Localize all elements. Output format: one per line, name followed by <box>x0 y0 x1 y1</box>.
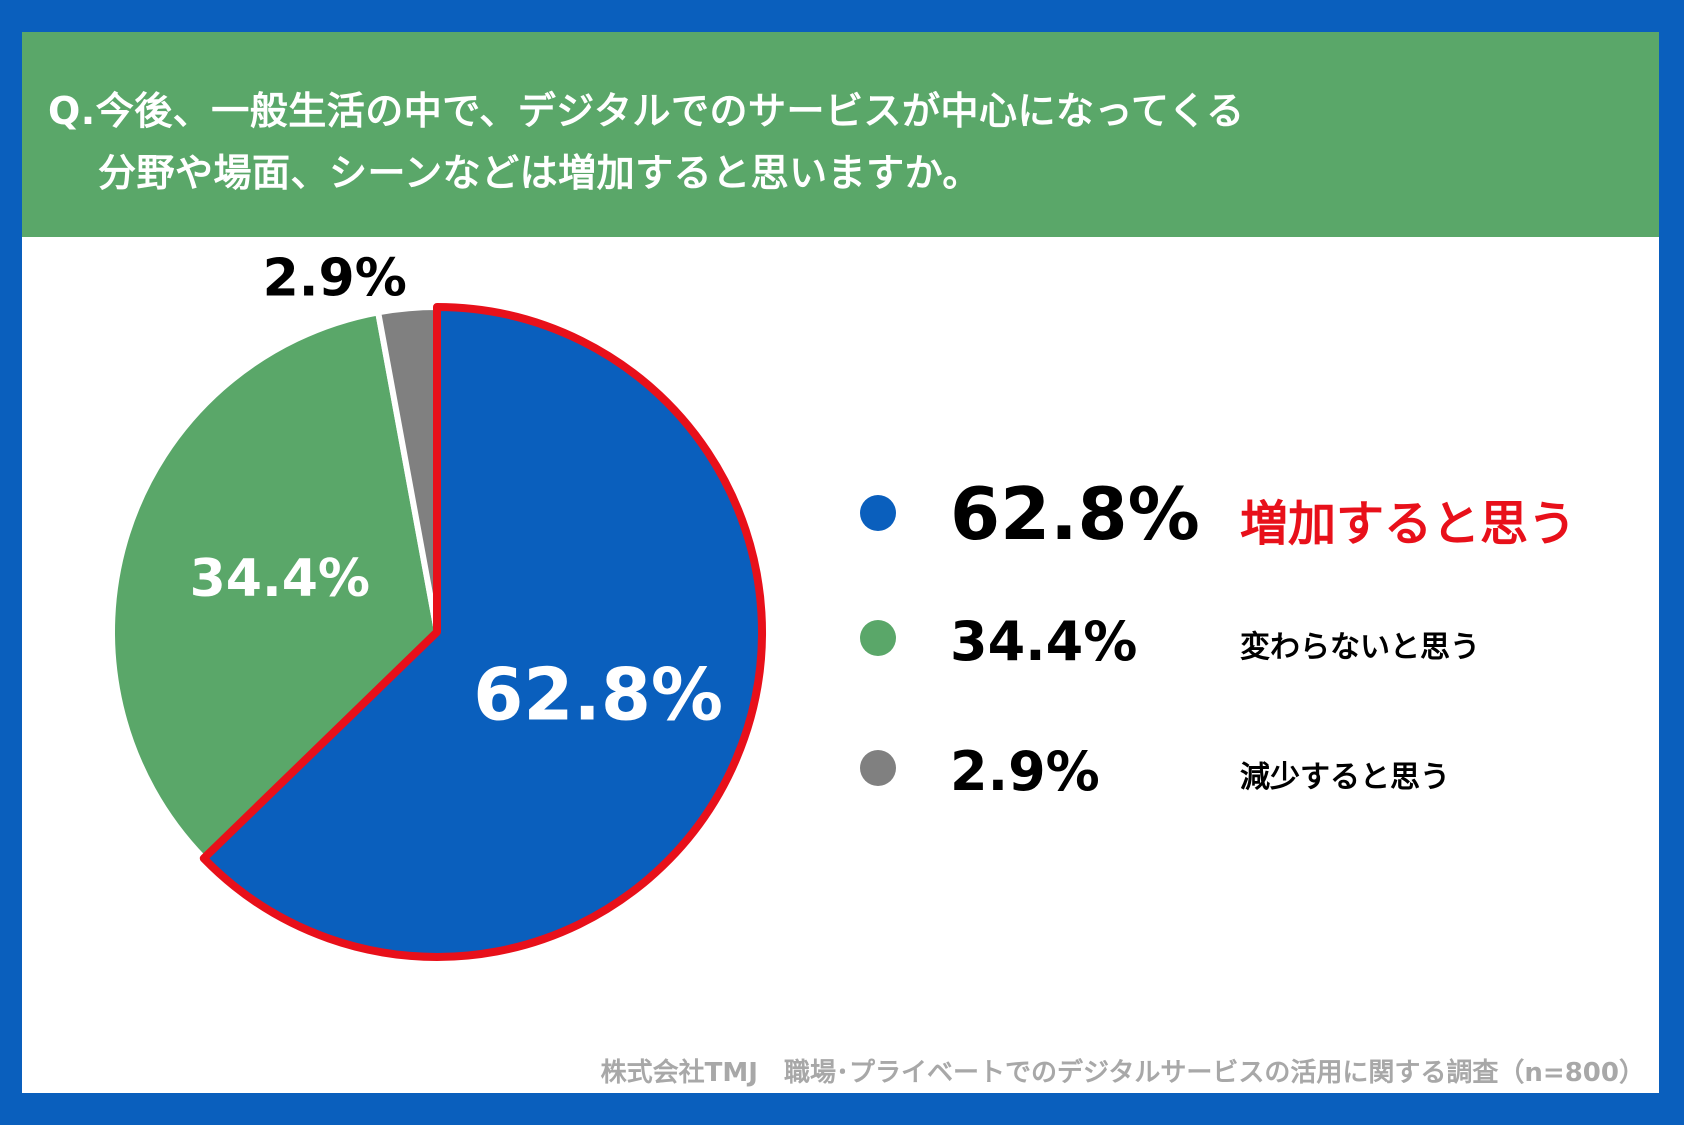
legend-label-decrease: 減少すると思う <box>1240 760 1450 795</box>
pie-slice-same <box>109 309 440 862</box>
legend-value-increase: 62.8% <box>950 472 1200 556</box>
legend-value-same: 34.4% <box>950 610 1138 673</box>
question-line-2: 分野や場面、シーンなどは増加すると思いますか。 <box>98 151 981 195</box>
pie-label-same: 34.4% <box>190 549 370 609</box>
legend-dot-same <box>860 620 896 656</box>
pie-label-decrease: 2.9% <box>263 249 407 309</box>
source-note: 株式会社TMJ 職場･プライベートでのデジタルサービスの活用に関する調査（n=8… <box>600 1058 1645 1088</box>
question-line-1: Q.今後、一般生活の中で、デジタルでのサービスが中心になってくる <box>48 89 1245 133</box>
pie-slice-increase <box>199 303 766 961</box>
pie-label-increase: 62.8% <box>473 653 723 737</box>
question-header: Q.今後、一般生活の中で、デジタルでのサービスが中心になってくる 分野や場面、シ… <box>22 32 1659 237</box>
legend-label-increase: 増加すると思う <box>1240 496 1577 552</box>
legend-dot-increase <box>860 495 896 531</box>
legend-label-same: 変わらないと思う <box>1240 630 1480 665</box>
pie-chart: 62.8% 34.4% 2.9% <box>109 249 766 961</box>
legend-value-decrease: 2.9% <box>950 740 1100 803</box>
chart-frame: Q.今後、一般生活の中で、デジタルでのサービスが中心になってくる 分野や場面、シ… <box>22 32 1659 1093</box>
legend-dot-decrease <box>860 750 896 786</box>
